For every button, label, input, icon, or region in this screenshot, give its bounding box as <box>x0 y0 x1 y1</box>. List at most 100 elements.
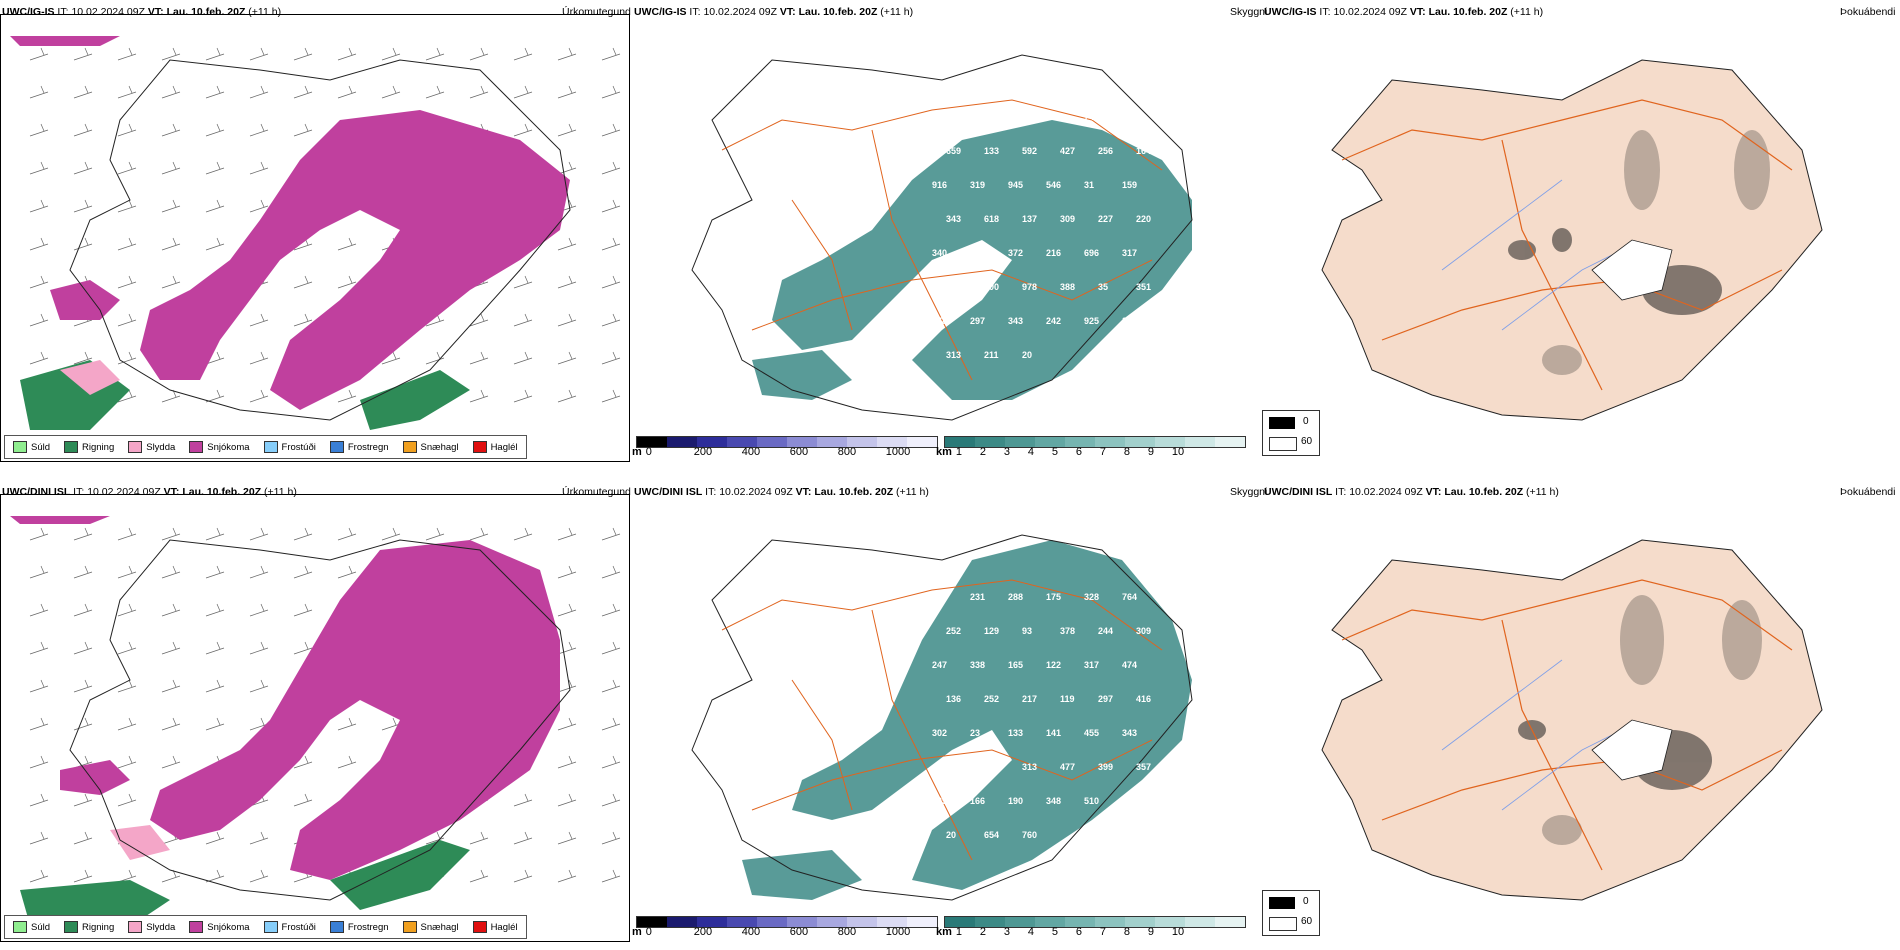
wind-barb <box>557 679 577 693</box>
colorbar-swatch <box>667 917 697 927</box>
cloud-base-label: 317 <box>1084 660 1099 670</box>
colorbar-tick: 400 <box>741 926 761 938</box>
visibility-ticks: km 1 2 3 4 5 6 7 8 9 10 <box>936 446 1256 458</box>
legend-item: Súld <box>13 441 50 453</box>
wind-barb <box>73 793 93 807</box>
colorbar-unit: km <box>936 446 952 458</box>
colorbar-swatch <box>847 437 877 447</box>
wind-barb <box>205 123 225 137</box>
wind-barb <box>205 565 225 579</box>
it-value: 10.02.2024 09Z <box>71 6 145 18</box>
wind-barb <box>161 275 181 289</box>
cloud-base-label: 227 <box>1098 214 1113 224</box>
it-value: 10.02.2024 09Z <box>1333 6 1407 18</box>
wind-barb <box>469 527 489 541</box>
cloud-base-label: 133 <box>984 146 999 156</box>
iceland-coast <box>691 54 1193 421</box>
legend-item: Súld <box>13 921 50 933</box>
cloud-base-label: 244 <box>1098 626 1113 636</box>
wind-barb <box>29 161 49 175</box>
wind-barb <box>601 869 621 883</box>
wind-barb <box>293 755 313 769</box>
wind-barb <box>557 527 577 541</box>
cloud-base-label: 546 <box>1046 180 1061 190</box>
cloud-base-labels: 862 207 237 385 745 903 659 133 592 427 256 164 916 3… <box>932 112 1151 360</box>
wind-barb <box>601 755 621 769</box>
legend-item: Rigning <box>64 921 114 933</box>
cloud-base-label: 592 <box>1022 146 1037 156</box>
legend-item: Snæhagl <box>402 441 459 453</box>
colorbar-swatch <box>1155 437 1185 447</box>
colorbar-swatch <box>727 917 757 927</box>
wind-barb <box>117 161 137 175</box>
wind-barb <box>29 313 49 327</box>
fog-title: Þokuábendi <box>1840 486 1896 498</box>
wind-barb <box>557 603 577 617</box>
cloud-base-label: 313 <box>984 762 999 772</box>
wind-barb <box>249 679 269 693</box>
wind-barb <box>249 47 269 61</box>
wind-barb <box>513 793 533 807</box>
wind-barb <box>205 831 225 845</box>
wind-barb <box>161 237 181 251</box>
wind-barb <box>601 527 621 541</box>
fog-legend: 0 60 <box>1262 410 1320 456</box>
wind-barb <box>337 565 357 579</box>
cloud-base-label: 916 <box>932 180 947 190</box>
wind-barb <box>205 47 225 61</box>
wind-barb <box>117 47 137 61</box>
model-name: UWC/IG-IS <box>1264 6 1317 18</box>
precip-legend: Súld Rigning Slydda Snjókoma Frostúði Fr… <box>4 915 527 939</box>
cloud-base-labels: 524 231 288 175 328 764 252 129 93 378 244 309 247 33… <box>932 592 1151 840</box>
colorbar-swatch <box>1035 437 1065 447</box>
wind-barb <box>381 527 401 541</box>
iceland-land <box>1321 539 1823 901</box>
colorbar-tick: 5 <box>1051 926 1059 938</box>
wind-barb <box>117 793 137 807</box>
road-network <box>721 579 1163 861</box>
visibility-area-sw <box>742 850 862 900</box>
cloud-base-label: 242 <box>1046 316 1061 326</box>
wind-barb <box>601 641 621 655</box>
fog-legend-high-swatch <box>1269 897 1295 909</box>
wind-barb <box>29 47 49 61</box>
cloud-base-label: 93 <box>1022 626 1032 636</box>
cloud-base-label: 372 <box>1008 248 1023 258</box>
model-name: UWC/DINI ISL <box>1264 486 1333 498</box>
wind-barb <box>513 389 533 403</box>
wind-barb <box>469 85 489 99</box>
wind-barb <box>293 313 313 327</box>
lead-time: (+11 h) <box>1510 6 1544 18</box>
wind-barb <box>73 831 93 845</box>
cloud-base-label: 925 <box>1084 316 1099 326</box>
colorbar-swatch <box>637 437 667 447</box>
colorbar-swatch <box>1065 437 1095 447</box>
cloud-base-label: 903 <box>1122 112 1137 122</box>
wind-barb <box>117 755 137 769</box>
wind-barb <box>73 679 93 693</box>
cloud-base-label: 319 <box>970 180 985 190</box>
wind-barb <box>557 275 577 289</box>
model-name: UWC/IG-IS <box>634 6 687 18</box>
cloud-map: 524 231 288 175 328 764 252 129 93 378 244 309 247 33… <box>691 534 1193 901</box>
panel-header: UWC/IG-IS IT: 10.02.2024 09Z VT: Lau. 10… <box>2 6 281 18</box>
panel-header: UWC/DINI ISL IT: 10.02.2024 09Z VT: Lau.… <box>2 486 297 498</box>
wind-barb <box>425 47 445 61</box>
wind-barb <box>29 679 49 693</box>
cloud-base-label: 35 <box>1098 282 1108 292</box>
wind-barb <box>161 717 181 731</box>
cloud-base-label: 455 <box>1084 728 1099 738</box>
rain-area-south <box>360 370 470 430</box>
wind-barb <box>205 199 225 213</box>
colorbar-swatch <box>757 917 787 927</box>
colorbar-tick: 1 <box>955 926 963 938</box>
wind-barb <box>249 527 269 541</box>
cloud-map: 862 207 237 385 745 903 659 133 592 427 256 164 916 3… <box>691 54 1193 421</box>
cloud-base-label: 618 <box>984 214 999 224</box>
cloud-base-label: 297 <box>1098 694 1113 704</box>
colorbar-swatch <box>817 437 847 447</box>
colorbar-tick: 4 <box>1027 446 1035 458</box>
legend-item: Frostúði <box>263 921 316 933</box>
vt-value: Lau. 10.feb. 20Z <box>1428 6 1508 18</box>
wind-barb <box>601 565 621 579</box>
